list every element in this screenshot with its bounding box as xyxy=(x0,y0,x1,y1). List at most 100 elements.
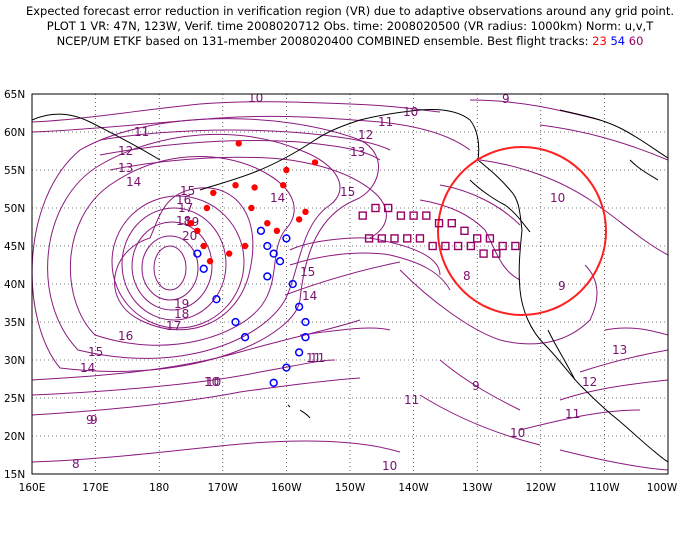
lat-tick-label: 55N xyxy=(4,165,25,177)
title-line-3: NCEP/UM ETKF based on 131-member 2008020… xyxy=(0,34,700,48)
lon-tick-label: 130W xyxy=(462,482,493,494)
red-track-marker xyxy=(241,242,249,250)
lon-tick-label: 170E xyxy=(82,482,109,494)
blue-track-marker xyxy=(263,272,272,281)
contour-label: 18 xyxy=(176,214,191,228)
lon-tick-label: 180 xyxy=(149,482,169,494)
contour-label: 20 xyxy=(182,229,197,243)
blue-track-marker xyxy=(288,279,297,289)
contour-label-group: 10 9 10 11 11 12 12 13 13 14 14 15 15 15… xyxy=(72,91,627,473)
track-count-purple: 60 xyxy=(628,34,644,48)
contour-label: 9 xyxy=(558,279,566,293)
contour-label: 13 xyxy=(350,145,365,159)
contour-label: 15 xyxy=(180,184,195,198)
coastlines xyxy=(32,109,668,463)
blue-track-marker xyxy=(212,295,221,304)
lon-tick-label: 160E xyxy=(19,482,46,494)
track-count-red: 23 xyxy=(592,34,607,48)
purple-track-marker xyxy=(473,234,482,243)
contour-label: 11 xyxy=(404,393,419,407)
contour-label: 14 xyxy=(302,289,317,303)
contour-label: 17 xyxy=(166,319,181,333)
lon-tick-label: 100W xyxy=(647,482,678,494)
red-track-marker xyxy=(283,166,290,174)
blue-track-marker xyxy=(240,333,250,342)
blue-track-marker xyxy=(294,302,304,311)
blue-track-marker xyxy=(263,241,272,251)
purple-track-marker xyxy=(511,241,520,251)
red-track-marker xyxy=(194,227,201,234)
contour-label: 17 xyxy=(178,201,193,215)
blue-track-marker xyxy=(256,226,266,235)
purple-track-marker xyxy=(460,226,469,236)
contour-label: 8 xyxy=(463,269,471,283)
purple-track-marker xyxy=(453,241,463,251)
contour-label: 10 xyxy=(206,375,221,389)
contour-label: 10 xyxy=(204,375,219,389)
blue-track-marker xyxy=(269,249,278,258)
blue-track-marker xyxy=(301,317,310,327)
contour-label: 16 xyxy=(176,193,191,207)
lon-tick-label: 150W xyxy=(335,482,366,494)
blue-track-marker xyxy=(193,249,202,258)
lon-tick-label: 120W xyxy=(526,482,557,494)
contour-label: 13 xyxy=(118,161,133,175)
purple-track-marker xyxy=(485,234,495,243)
red-track-marker xyxy=(280,182,287,189)
lat-tick-label: 45N xyxy=(4,241,25,253)
title-line-1: Expected forecast error reduction in ver… xyxy=(25,4,675,18)
purple-track-marker xyxy=(390,234,399,243)
red-track-marker xyxy=(273,227,281,234)
red-track-marker xyxy=(295,216,303,223)
lat-tick-label: 65N xyxy=(4,89,25,101)
contour-label: 10 xyxy=(510,426,525,440)
contour-label: 13 xyxy=(612,343,627,357)
contour-label: 15 xyxy=(88,345,103,359)
red-track-marker xyxy=(200,242,207,250)
blue-track-marker xyxy=(301,333,310,342)
lat-tick-label: 50N xyxy=(4,203,25,215)
purple-track-marker xyxy=(422,211,431,220)
contour-label: 12 xyxy=(582,375,597,389)
contour-label: 9 xyxy=(502,92,510,106)
lat-tick-label: 25N xyxy=(4,393,25,405)
red-track-marker xyxy=(251,184,258,191)
purple-track-marker xyxy=(447,218,456,228)
contour-label: 9 xyxy=(90,413,98,427)
contour-label: 10 xyxy=(248,91,263,105)
contour-label: 10 xyxy=(403,105,418,119)
blue-track-marker xyxy=(199,264,208,273)
lon-tick-label: 170W xyxy=(208,482,239,494)
contour-label: 12 xyxy=(358,128,373,142)
purple-track-marker xyxy=(364,234,374,243)
lon-axis-labels: 160E 170E 180 170W 160W 150W 140W 130W 1… xyxy=(19,482,678,494)
purple-track-marker xyxy=(371,203,380,213)
blue-track-marker xyxy=(282,234,291,243)
red-track-marker xyxy=(225,250,233,257)
contour-label: 11 xyxy=(310,351,325,365)
red-track-marker xyxy=(210,189,217,196)
lon-tick-label: 160W xyxy=(271,482,302,494)
lat-axis-labels: 65N 60N 55N 50N 45N 40N 35N 30N 25N 20N … xyxy=(4,89,25,481)
contour-label: 15 xyxy=(300,265,315,279)
red-track-marker xyxy=(248,204,255,212)
contour-label: 10 xyxy=(550,191,565,205)
purple-track-marker xyxy=(383,203,393,213)
contour-label: 10 xyxy=(382,459,397,473)
contour-label: 18 xyxy=(174,307,189,321)
purple-track-marker xyxy=(377,234,386,243)
blue-track-marker xyxy=(231,317,240,327)
contour-label: 11 xyxy=(565,407,580,421)
purple-track-marker xyxy=(403,234,412,243)
contour-label: 9 xyxy=(472,379,480,393)
contour-label: 16 xyxy=(118,329,133,343)
contour-label: 11 xyxy=(378,115,393,129)
lat-tick-label: 20N xyxy=(4,431,25,443)
blue-track-marker xyxy=(282,363,291,372)
contour-label: 14 xyxy=(80,361,95,375)
verification-circle xyxy=(437,146,607,316)
red-track-marker xyxy=(235,140,242,147)
purple-track-marker xyxy=(434,218,444,228)
title-line-2: PLOT 1 VR: 47N, 123W, Verif. time 200802… xyxy=(46,19,654,33)
